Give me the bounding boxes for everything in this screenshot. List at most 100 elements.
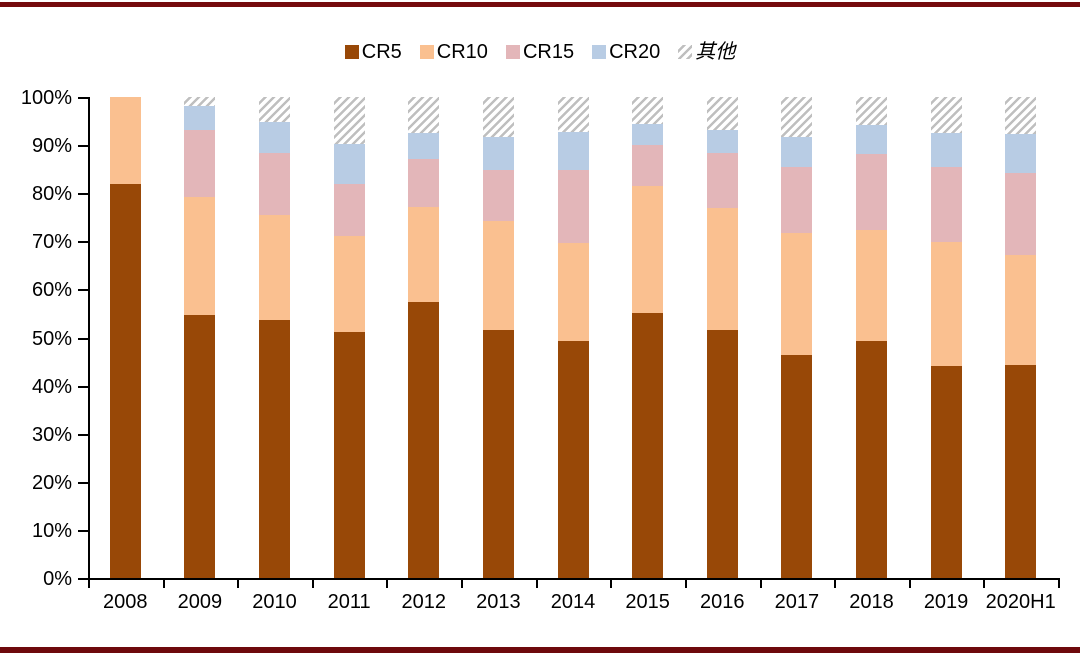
bar-segment-cr15-2016 <box>706 152 738 209</box>
bar-segment-cr20-2012 <box>408 132 440 160</box>
bar-segment-cr10-2017 <box>781 233 813 355</box>
bar-segment-cr5-2010 <box>259 320 291 578</box>
y-axis-tick-label: 20% <box>31 471 72 494</box>
legend-label: CR20 <box>609 41 661 63</box>
bar-segment-others-2016 <box>706 97 738 130</box>
bar-segment-others-2015 <box>632 97 664 124</box>
bar-segment-cr5-2016 <box>706 329 738 578</box>
bar-segment-others-2014 <box>557 97 589 132</box>
legend-item-cr15: CR15 <box>505 42 574 62</box>
x-axis-line <box>88 578 1060 580</box>
legend-label: CR10 <box>436 41 488 63</box>
bar-segment-cr20-2014 <box>557 131 589 171</box>
y-axis-tick-label: 70% <box>31 231 72 254</box>
x-axis-tick <box>237 580 240 588</box>
legend-label: 其他 <box>695 41 736 63</box>
bar-segment-cr20-2016 <box>706 129 738 153</box>
y-axis-tick <box>78 289 88 292</box>
bar-segment-cr15-2010 <box>259 152 291 215</box>
x-axis-category-label: 2020H1 <box>985 591 1056 613</box>
bar-segment-others-2011 <box>333 97 365 144</box>
bar-segment-cr15-2011 <box>333 184 365 236</box>
bar-segment-others-2012 <box>408 97 440 133</box>
x-axis-tick <box>88 580 90 588</box>
bar-segment-cr10-2010 <box>259 214 291 321</box>
top-border-rule <box>0 2 1080 7</box>
y-axis-tick <box>78 193 88 196</box>
x-axis-category-label: 2010 <box>252 591 297 613</box>
square-swatch <box>419 45 434 59</box>
bar-segment-cr20-2018 <box>855 124 887 154</box>
y-axis-tick-label: 30% <box>31 423 72 446</box>
bar-segment-cr20-2015 <box>632 123 664 146</box>
bar-segment-others-2017 <box>781 97 813 138</box>
bar-segment-cr10-2011 <box>333 236 365 333</box>
bar-segment-cr5-2012 <box>408 301 440 578</box>
y-axis-tick-label: 100% <box>20 87 72 109</box>
bar-segment-cr15-2013 <box>482 170 514 222</box>
x-axis-tick <box>684 580 687 588</box>
bar-segment-cr5-2017 <box>781 354 813 578</box>
bar-segment-cr20-2013 <box>482 136 514 171</box>
bar-segment-cr15-2017 <box>781 167 813 234</box>
y-axis-tick-label: 60% <box>31 279 72 302</box>
bar-segment-others-2013 <box>482 97 514 137</box>
x-axis-category-label: 2008 <box>103 591 148 613</box>
bar-segment-cr10-2013 <box>482 221 514 330</box>
legend-item-cr5: CR5 <box>344 41 402 63</box>
bar-segment-others-2019 <box>930 97 962 133</box>
square-swatch <box>592 45 607 59</box>
bar-segment-others-2018 <box>855 97 887 125</box>
y-axis-tick-label: 90% <box>31 135 72 158</box>
bar-segment-cr20-2020H1 <box>1005 133 1037 173</box>
y-axis-tick-label: 40% <box>31 375 72 398</box>
x-axis-tick <box>759 580 762 588</box>
x-axis-tick <box>1058 580 1060 588</box>
square-swatch <box>344 45 359 59</box>
x-axis-category-label: 2019 <box>923 591 969 613</box>
bar-segment-cr5-2019 <box>930 365 962 578</box>
x-axis-category-label: 2013 <box>476 591 521 613</box>
y-axis-tick <box>78 241 88 244</box>
y-axis-tick <box>78 337 88 340</box>
y-axis-tick <box>78 97 88 99</box>
x-axis-tick <box>610 580 613 588</box>
legend-item-cr10: CR10 <box>419 41 488 63</box>
bar-segment-cr20-2010 <box>259 122 291 153</box>
bar-segment-cr5-2013 <box>482 329 514 578</box>
bar-segment-cr10-2016 <box>706 208 738 330</box>
x-axis-tick <box>908 580 911 588</box>
x-axis-category-label: 2011 <box>327 591 371 613</box>
bar-segment-cr10-2008 <box>109 97 141 184</box>
x-axis-tick <box>162 580 165 588</box>
bar-segment-cr20-2011 <box>333 143 365 185</box>
bar-segment-cr5-2011 <box>333 332 365 578</box>
bar-segment-cr10-2012 <box>408 207 440 302</box>
bar-segment-cr15-2020H1 <box>1005 172 1037 255</box>
bar-segment-others-2020H1 <box>1005 97 1037 134</box>
bar-segment-cr15-2014 <box>557 170 589 244</box>
bar-segment-cr15-2019 <box>930 167 962 242</box>
y-axis-tick-label: 10% <box>31 519 72 542</box>
bar-segment-cr10-2014 <box>557 243 589 341</box>
bar-segment-cr15-2012 <box>408 159 440 208</box>
bar-segment-cr5-2020H1 <box>1005 364 1037 578</box>
y-axis-tick <box>78 578 88 580</box>
bar-segment-cr15-2009 <box>184 129 216 198</box>
x-axis-tick <box>535 580 538 588</box>
chart-legend: CR5 CR10 CR15 CR20 其他 <box>0 42 1080 62</box>
legend-item-others: 其他 <box>678 42 735 62</box>
legend-label: CR5 <box>361 41 402 63</box>
y-axis-tick-label: 80% <box>31 183 72 206</box>
bar-segment-cr10-2009 <box>184 197 216 315</box>
bar-segment-others-2010 <box>259 97 291 122</box>
x-axis-tick <box>311 580 314 588</box>
legend-item-cr20: CR20 <box>592 42 660 62</box>
x-axis-category-label: 2012 <box>401 591 447 613</box>
square-swatch <box>505 45 520 59</box>
bar-segment-cr20-2009 <box>184 105 216 130</box>
y-axis-tick-label: 0% <box>43 568 72 590</box>
bar-segment-cr10-2018 <box>855 230 887 341</box>
bar-segment-cr5-2018 <box>855 340 887 578</box>
bar-segment-cr5-2014 <box>557 340 589 578</box>
